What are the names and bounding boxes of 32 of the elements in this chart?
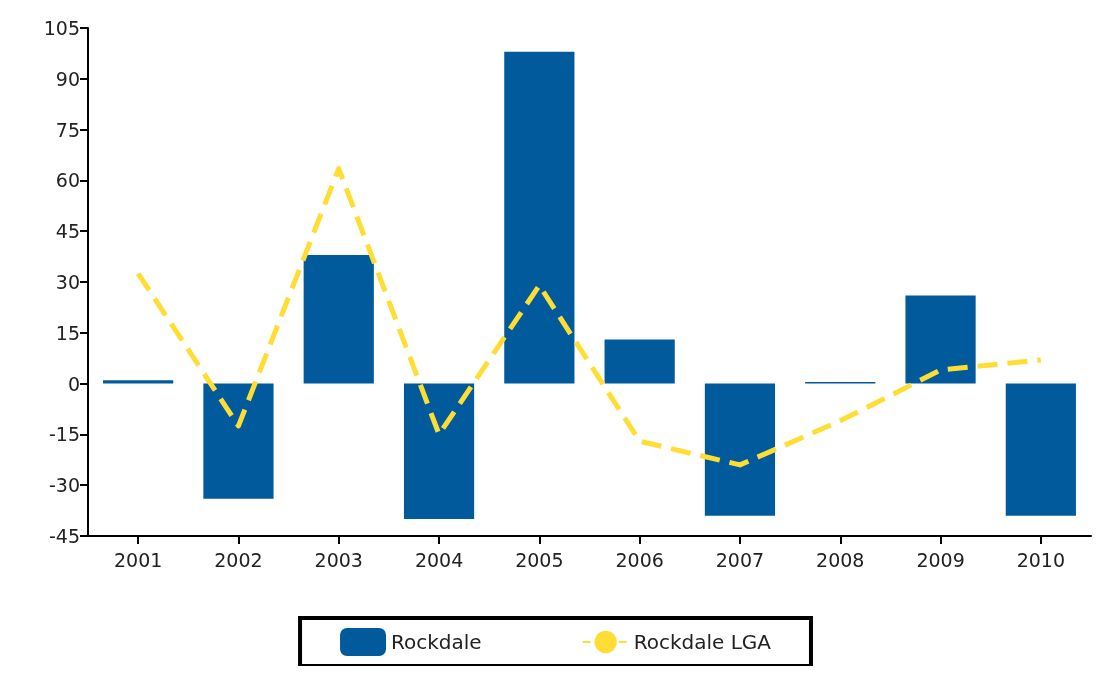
- x-tick-label: 2010: [1016, 548, 1066, 571]
- y-tick-label: 105: [43, 17, 80, 39]
- x-tick-label: 2001: [113, 548, 163, 571]
- bar: [203, 383, 274, 499]
- x-tick-label: 2005: [515, 548, 564, 571]
- y-tick-label: -30: [48, 474, 80, 497]
- x-tick-label: 2003: [314, 548, 363, 571]
- x-tick-label: 2008: [816, 548, 865, 571]
- y-tick-label: 45: [55, 220, 80, 243]
- y-tick-label: 60: [55, 169, 80, 192]
- bar: [1005, 383, 1076, 516]
- y-tick-label: 15: [55, 321, 80, 344]
- x-tick-label: 2007: [715, 548, 765, 571]
- y-tick-label: -15: [48, 423, 80, 446]
- bar: [303, 254, 374, 384]
- bar: [103, 380, 174, 384]
- y-tick-label: 30: [55, 271, 80, 293]
- bar: [604, 339, 675, 384]
- y-tick-label: 0: [67, 372, 80, 395]
- y-tick-label: -45: [48, 525, 80, 547]
- y-tick-label: 75: [55, 118, 80, 141]
- legend-label: Rockdale: [391, 630, 482, 654]
- bar: [504, 51, 575, 384]
- bar: [403, 383, 475, 520]
- x-tick-label: 2009: [916, 548, 965, 571]
- x-tick-label: 2006: [615, 548, 664, 571]
- y-tick-label: 90: [55, 67, 80, 90]
- bar: [704, 383, 776, 516]
- legend-label: Rockdale LGA: [633, 630, 772, 654]
- bar: [905, 295, 976, 384]
- x-tick-label: 2004: [414, 548, 464, 571]
- x-tick-label: 2002: [214, 548, 263, 571]
